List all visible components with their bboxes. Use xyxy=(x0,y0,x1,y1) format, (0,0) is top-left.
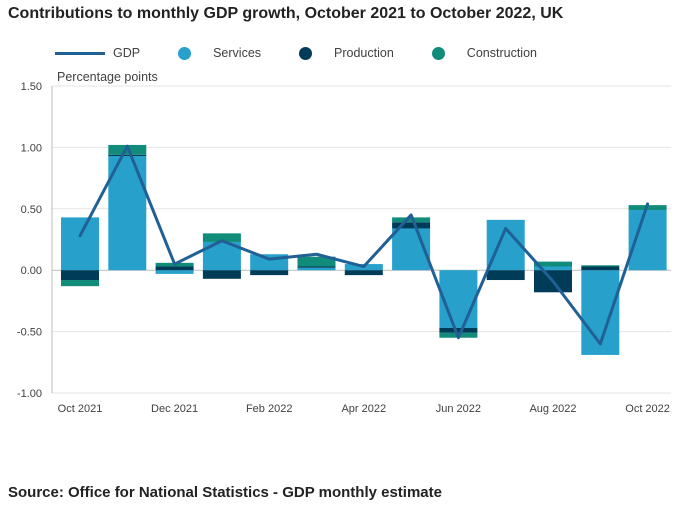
bar-services xyxy=(534,266,572,271)
chart-title: Contributions to monthly GDP growth, Oct… xyxy=(8,5,564,22)
y-tick-label: 1.50 xyxy=(21,81,42,93)
bar-production xyxy=(581,266,620,271)
legend-item-gdp: GDP xyxy=(55,46,140,60)
y-tick-label: -0.50 xyxy=(17,327,42,339)
y-tick-label: -1.00 xyxy=(17,388,42,400)
chart-area: 1.50 1.00 0.50 0.00 -0.50 -1.00 Oct 2021 Dec 20… xyxy=(17,81,671,415)
x-tick-label: Aug 2022 xyxy=(529,403,576,415)
x-tick-label: Feb 2022 xyxy=(246,403,292,415)
gdp-line xyxy=(78,144,650,346)
bar-production xyxy=(202,270,241,279)
bar-services xyxy=(61,217,99,271)
bar-construction xyxy=(581,265,620,267)
bar-production xyxy=(108,154,147,156)
legend-label-production: Production xyxy=(334,46,394,60)
x-tick-label: Apr 2022 xyxy=(341,403,386,415)
legend: GDP Services Production Construction xyxy=(55,44,575,62)
legend-swatch-gdp xyxy=(55,51,105,55)
bar-production xyxy=(344,270,383,276)
bar-services xyxy=(155,270,194,274)
bar-production xyxy=(297,266,336,268)
bar-construction xyxy=(534,261,572,267)
bar-production xyxy=(250,270,289,276)
bar-construction xyxy=(392,217,431,223)
legend-label-gdp: GDP xyxy=(113,46,141,60)
x-tick-label: Dec 2021 xyxy=(151,403,198,415)
bar-production xyxy=(155,266,194,271)
bar-production xyxy=(486,270,525,281)
y-tick-label: 0.00 xyxy=(21,265,42,277)
legend-swatch-services xyxy=(178,46,192,60)
y-axis-label: Percentage points xyxy=(57,70,158,84)
legend-item-services: Services xyxy=(178,46,261,60)
legend-item-construction: Construction xyxy=(431,46,537,60)
y-tick-label: 1.00 xyxy=(21,142,42,154)
x-tick-label: Jun 2022 xyxy=(436,403,481,415)
legend-item-production: Production xyxy=(299,46,394,60)
bar-production xyxy=(439,327,478,333)
legend-swatch-construction xyxy=(431,46,445,60)
y-tick-label: 0.50 xyxy=(21,204,42,216)
bar-construction xyxy=(297,256,336,267)
bar-services xyxy=(439,270,478,328)
bar-construction xyxy=(202,233,241,242)
legend-label-services: Services xyxy=(213,46,262,60)
legend-swatch-production xyxy=(299,46,313,60)
bar-production xyxy=(61,270,99,281)
source-note: Source: Office for National Statistics -… xyxy=(8,484,442,501)
bar-construction xyxy=(61,280,99,287)
x-tick-label: Oct 2022 xyxy=(625,403,670,415)
legend-label-construction: Construction xyxy=(466,46,537,60)
bar-services xyxy=(297,267,336,271)
x-tick-label: Oct 2021 xyxy=(58,403,103,415)
bar-production xyxy=(392,222,431,229)
